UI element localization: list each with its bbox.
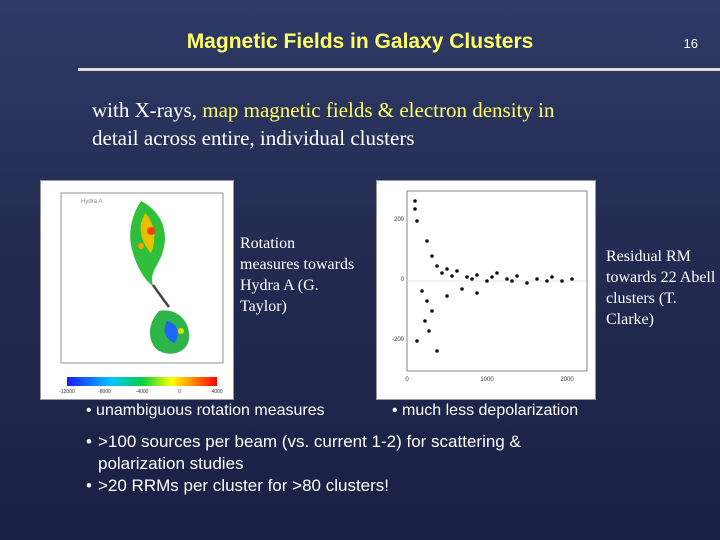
rrm-point — [495, 271, 499, 275]
rrm-point — [425, 299, 429, 303]
rrm-point — [525, 281, 529, 285]
rrm-point — [560, 279, 564, 283]
bullet-item-2-text: >20 RRMs per cluster for >80 clusters! — [98, 476, 390, 495]
rrm-point — [550, 275, 554, 279]
bullet-small-1: • unambiguous rotation measures — [86, 402, 325, 419]
colorbar-tick-label: -4000 — [136, 389, 149, 395]
rrm-point — [413, 207, 417, 211]
rrm-point — [415, 339, 419, 343]
intro-highlight: map magnetic fields & electron density i… — [202, 98, 555, 122]
colorbar — [67, 377, 217, 386]
x-tick-label: 1000 — [480, 377, 494, 383]
rrm-point — [435, 264, 439, 268]
colorbar-tick-label: 4000 — [211, 389, 222, 395]
hydra-rm-map-figure: Hydra A -12000 -8000 -4000 0 4000 — [40, 180, 234, 400]
hydra-caption: Rotation measures towards Hydra A (G. Ta… — [240, 235, 355, 315]
map-label: Hydra A — [81, 199, 102, 205]
bullet-item-1-text: >100 sources per beam (vs. current 1-2) … — [98, 432, 521, 451]
north-spot — [138, 243, 144, 249]
x-tick-label: 2000 — [560, 377, 574, 383]
south-lobe-blue — [164, 321, 178, 343]
x-tick-label: 0 — [405, 377, 409, 383]
bullet-small-2: • much less depolarization — [392, 402, 579, 419]
abell-caption: Residual RM towards 22 Abell clusters (T… — [606, 248, 716, 328]
rrm-point — [570, 277, 574, 281]
rrm-point — [450, 274, 454, 278]
rrm-point — [460, 287, 464, 291]
bullet-item-1-cont: polarization studies — [86, 453, 626, 475]
rrm-point — [545, 279, 549, 283]
rrm-point — [455, 269, 459, 273]
colorbar-tick-label: -8000 — [98, 389, 111, 395]
rrm-point — [510, 279, 514, 283]
bullet-item-2: • >20 RRMs per cluster for >80 clusters! — [86, 476, 390, 495]
rrm-point — [515, 274, 519, 278]
rrm-point — [475, 273, 479, 277]
jet — [151, 284, 170, 308]
rrm-point — [465, 275, 469, 279]
abell-rrm-figure: 0 1000 2000 200 0 -200 — [376, 180, 596, 400]
intro-line2: detail across entire, individual cluster… — [92, 126, 415, 150]
rrm-point — [435, 349, 439, 353]
title-divider — [78, 68, 720, 71]
rrm-point — [445, 294, 449, 298]
bullet-list: • >100 sources per beam (vs. current 1-2)… — [86, 431, 626, 497]
rrm-point — [427, 329, 431, 333]
rrm-point — [425, 239, 429, 243]
intro-text: with X-rays, map magnetic fields & elect… — [92, 96, 652, 152]
page-number: 16 — [683, 36, 698, 51]
rrm-point — [475, 291, 479, 295]
rrm-point — [440, 271, 444, 275]
rrm-point — [445, 267, 449, 271]
rrm-point — [430, 309, 434, 313]
colorbar-tick-label: 0 — [178, 389, 181, 395]
north-lobe-core — [140, 213, 155, 253]
north-hotspot — [147, 227, 155, 235]
bullet-small-2-text: much less depolarization — [402, 402, 579, 419]
rrm-point — [490, 275, 494, 279]
rrm-point — [415, 219, 419, 223]
bullet-item-1: • >100 sources per beam (vs. current 1-2)… — [86, 432, 521, 451]
bullet-small-1-text: unambiguous rotation measures — [96, 402, 325, 419]
south-spot — [178, 328, 184, 334]
rrm-point — [413, 199, 417, 203]
rrm-point — [470, 277, 474, 281]
colorbar-tick-label: -12000 — [59, 389, 75, 395]
hydra-rm-map-image: Hydra A -12000 -8000 -4000 0 4000 — [59, 192, 224, 395]
rrm-point — [420, 289, 424, 293]
intro-plain: with X-rays, — [92, 98, 203, 122]
rrm-point — [430, 254, 434, 258]
y-tick-label: 200 — [394, 217, 405, 223]
y-tick-label: -200 — [392, 337, 405, 343]
rrm-point — [535, 277, 539, 281]
rrm-point — [485, 279, 489, 283]
y-tick-label: 0 — [401, 277, 405, 283]
slide-title: Magnetic Fields in Galaxy Clusters — [186, 30, 534, 53]
rrm-point — [505, 277, 509, 281]
rrm-point — [423, 319, 427, 323]
bullet-item-1-cont-text: polarization studies — [98, 454, 244, 473]
